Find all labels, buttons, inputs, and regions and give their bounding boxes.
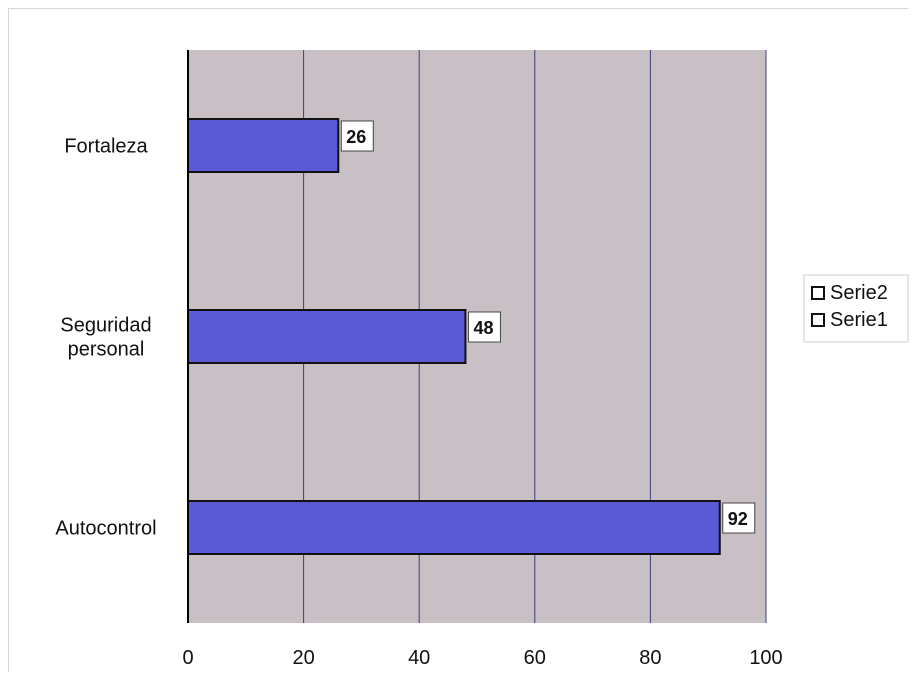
data-label-0: 92	[728, 509, 748, 529]
data-label-box-1	[467, 311, 501, 343]
chart-frame	[8, 8, 908, 672]
category-label-0: Autocontrol	[55, 518, 156, 540]
category-labels: Autocontrol Seguridad personal Fortaleza	[55, 136, 156, 540]
data-label-1: 48	[473, 318, 493, 338]
x-tick-20: 20	[292, 647, 314, 669]
data-labels: 92 48 26	[340, 120, 756, 534]
x-axis-ticks: 0 20 40 60 80 100	[182, 647, 782, 669]
x-tick-0: 0	[182, 647, 193, 669]
legend-swatch-serie2	[811, 286, 825, 300]
category-label-2: Fortaleza	[64, 136, 148, 158]
legend-label-serie2: Serie2	[830, 282, 888, 304]
bars	[187, 118, 721, 555]
category-label-1: Seguridad personal	[60, 315, 151, 361]
x-tick-40: 40	[408, 647, 430, 669]
data-label-2: 26	[346, 127, 366, 147]
x-tick-100: 100	[749, 647, 782, 669]
bar-2	[187, 118, 340, 173]
bar-0	[187, 500, 721, 555]
data-label-box-2	[340, 120, 374, 152]
legend-swatch-serie1	[811, 313, 825, 327]
bar-1	[187, 309, 467, 364]
legend: Serie2 Serie1	[803, 274, 909, 343]
x-tick-80: 80	[639, 647, 661, 669]
x-tick-60: 60	[524, 647, 546, 669]
legend-label-serie1: Serie1	[830, 309, 888, 331]
data-label-box-0	[722, 502, 756, 534]
